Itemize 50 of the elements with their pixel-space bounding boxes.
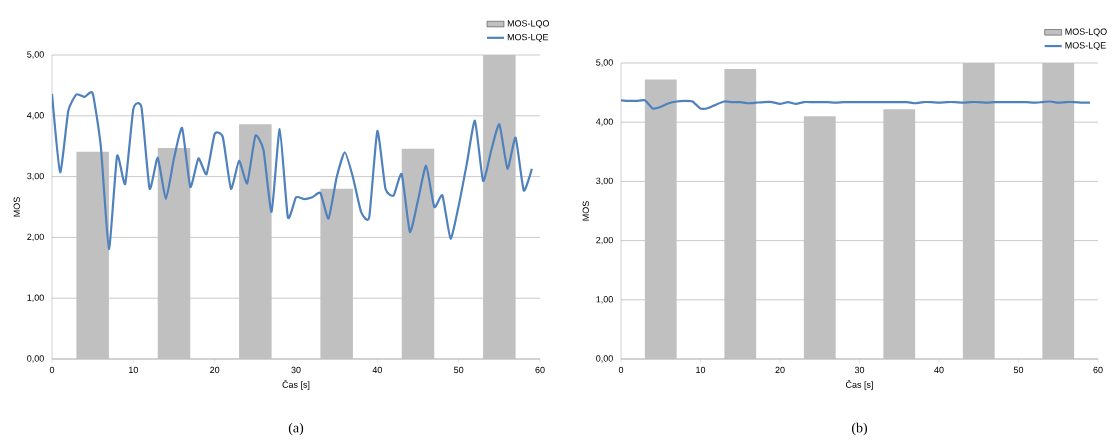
x-tick-label: 10 xyxy=(696,366,706,374)
bar xyxy=(724,68,757,359)
y-tick-label: 5,00 xyxy=(596,59,613,67)
legend-label: MOS-LQE xyxy=(507,33,549,42)
x-tick-label: 20 xyxy=(775,366,785,374)
legend-label: MOS-LQO xyxy=(1065,28,1107,37)
y-tick-label: 5,00 xyxy=(27,51,44,59)
x-tick-label: 60 xyxy=(535,366,545,374)
y-tick-label: 2,00 xyxy=(596,236,613,245)
bar xyxy=(320,188,353,359)
bar xyxy=(644,79,677,359)
line-series xyxy=(621,99,1092,110)
bar xyxy=(239,124,272,359)
x-tick-label: 0 xyxy=(618,366,624,374)
bar xyxy=(962,63,995,359)
x-tick-label: 60 xyxy=(1093,366,1103,374)
y-tick-label: 0,00 xyxy=(596,355,613,363)
y-tick-label: 2,00 xyxy=(27,233,44,242)
bar xyxy=(1042,63,1075,359)
bar xyxy=(401,148,435,359)
text: (a) xyxy=(288,422,304,436)
bar xyxy=(483,55,516,359)
x-tick-label: 40 xyxy=(934,366,944,374)
y-tick-label: 1,00 xyxy=(596,296,613,304)
x-tick-label: 10 xyxy=(129,366,138,374)
legend-label: MOS-LQO xyxy=(507,20,550,29)
x-tick-label: 50 xyxy=(1013,366,1024,374)
y-tick-label: 4,00 xyxy=(595,118,613,126)
line-series xyxy=(52,91,533,251)
x-axis-title: Čas [s] xyxy=(282,379,310,390)
bar xyxy=(883,109,916,359)
text: (b) xyxy=(851,422,868,436)
bar xyxy=(157,148,191,359)
y-axis-title: MOS xyxy=(13,197,20,217)
x-tick-label: 20 xyxy=(210,366,220,374)
y-axis-title: MOS xyxy=(582,201,589,221)
y-tick-label: 1,00 xyxy=(27,294,44,302)
y-tick-label: 0,00 xyxy=(27,355,44,363)
bar xyxy=(803,116,836,359)
y-tick-label: 3,00 xyxy=(27,172,44,181)
x-tick-label: 0 xyxy=(49,366,55,374)
bar xyxy=(76,151,109,359)
y-tick-label: 4,00 xyxy=(26,112,44,120)
x-tick-label: 50 xyxy=(454,366,464,374)
x-tick-label: 40 xyxy=(372,366,382,374)
legend-label: MOS-LQE xyxy=(1065,42,1106,51)
y-tick-label: 3,00 xyxy=(596,177,613,186)
x-axis-title: Čas [s] xyxy=(846,379,873,390)
x-tick-label: 30 xyxy=(291,366,301,374)
x-tick-label: 30 xyxy=(854,366,865,374)
